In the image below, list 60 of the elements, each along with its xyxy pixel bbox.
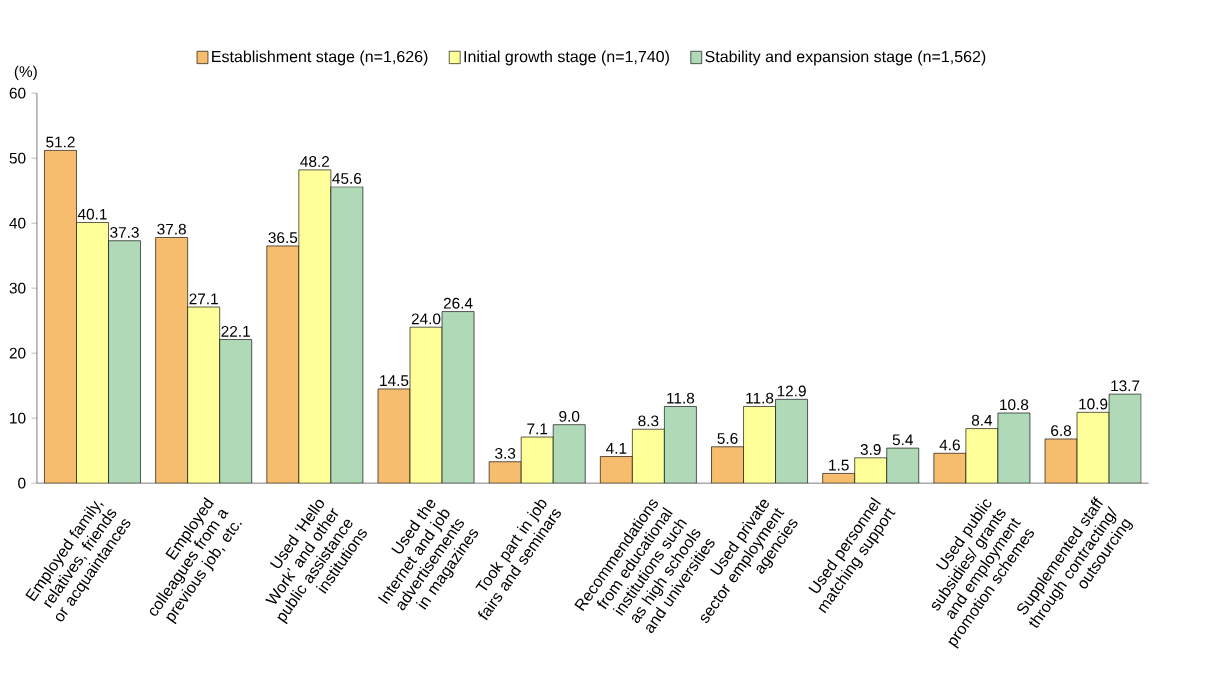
y-tick-label: 30 (9, 282, 26, 294)
bar (632, 428, 665, 483)
y-tick-label: 50 (9, 152, 26, 164)
legend-label: Stability and expansion stage (n=1,562) (705, 50, 986, 66)
data-label: 5.4 (892, 434, 913, 445)
data-label: 4.6 (939, 439, 960, 451)
bar (266, 245, 299, 483)
data-label: 36.5 (268, 231, 298, 243)
data-label: 13.7 (1111, 380, 1140, 391)
bar (600, 456, 633, 483)
data-label: 8.4 (971, 414, 993, 426)
bar (489, 461, 522, 483)
data-label: 27.1 (189, 293, 218, 304)
bar (410, 326, 443, 483)
data-label: 40.1 (77, 208, 107, 220)
bar (711, 446, 744, 483)
bar (155, 237, 188, 483)
data-label: 9.0 (559, 410, 580, 422)
bar (187, 306, 220, 483)
y-tick-label: 60 (9, 87, 26, 99)
data-label: 14.5 (380, 375, 409, 386)
bar (378, 388, 411, 483)
data-label: 37.3 (110, 226, 139, 238)
bar (743, 406, 776, 483)
data-label: 5.6 (717, 432, 738, 444)
legend-label: Initial growth stage (n=1,740) (464, 50, 669, 66)
data-label: 8.3 (638, 415, 659, 427)
data-label: 6.8 (1051, 424, 1072, 436)
y-tick-label: 20 (9, 347, 26, 359)
data-label: 3.3 (495, 447, 516, 459)
bar (854, 457, 887, 483)
bar (1076, 411, 1110, 483)
data-label: 10.8 (1000, 398, 1029, 410)
bar (44, 150, 77, 483)
y-tick-label: 10 (10, 412, 26, 424)
data-label: 10.9 (1079, 398, 1108, 410)
y-tick-label: 0 (18, 477, 26, 489)
data-label: 11.8 (667, 392, 695, 404)
y-tick-label: 40 (9, 217, 26, 229)
bar (933, 453, 966, 483)
bar (298, 169, 331, 483)
data-label: 1.5 (829, 459, 849, 471)
bar (76, 222, 109, 483)
y-axis-title: (%) (14, 65, 37, 80)
legend-label: Establishment stage (n=1,626) (212, 50, 428, 66)
bar (521, 436, 554, 483)
data-label: 11.8 (746, 392, 774, 404)
bar (1044, 438, 1078, 483)
data-label: 3.9 (860, 443, 881, 455)
data-label: 12.9 (777, 385, 806, 397)
data-label: 7.1 (527, 423, 548, 434)
data-label: 24.0 (411, 313, 441, 325)
data-label: 4.1 (606, 442, 627, 454)
data-label: 26.4 (443, 297, 473, 309)
data-label: 45.6 (332, 172, 362, 184)
data-label: 51.2 (46, 136, 75, 148)
data-label: 37.8 (157, 223, 186, 235)
data-label: 48.2 (300, 155, 330, 167)
bar (965, 428, 998, 483)
data-label: 22.1 (221, 325, 250, 337)
